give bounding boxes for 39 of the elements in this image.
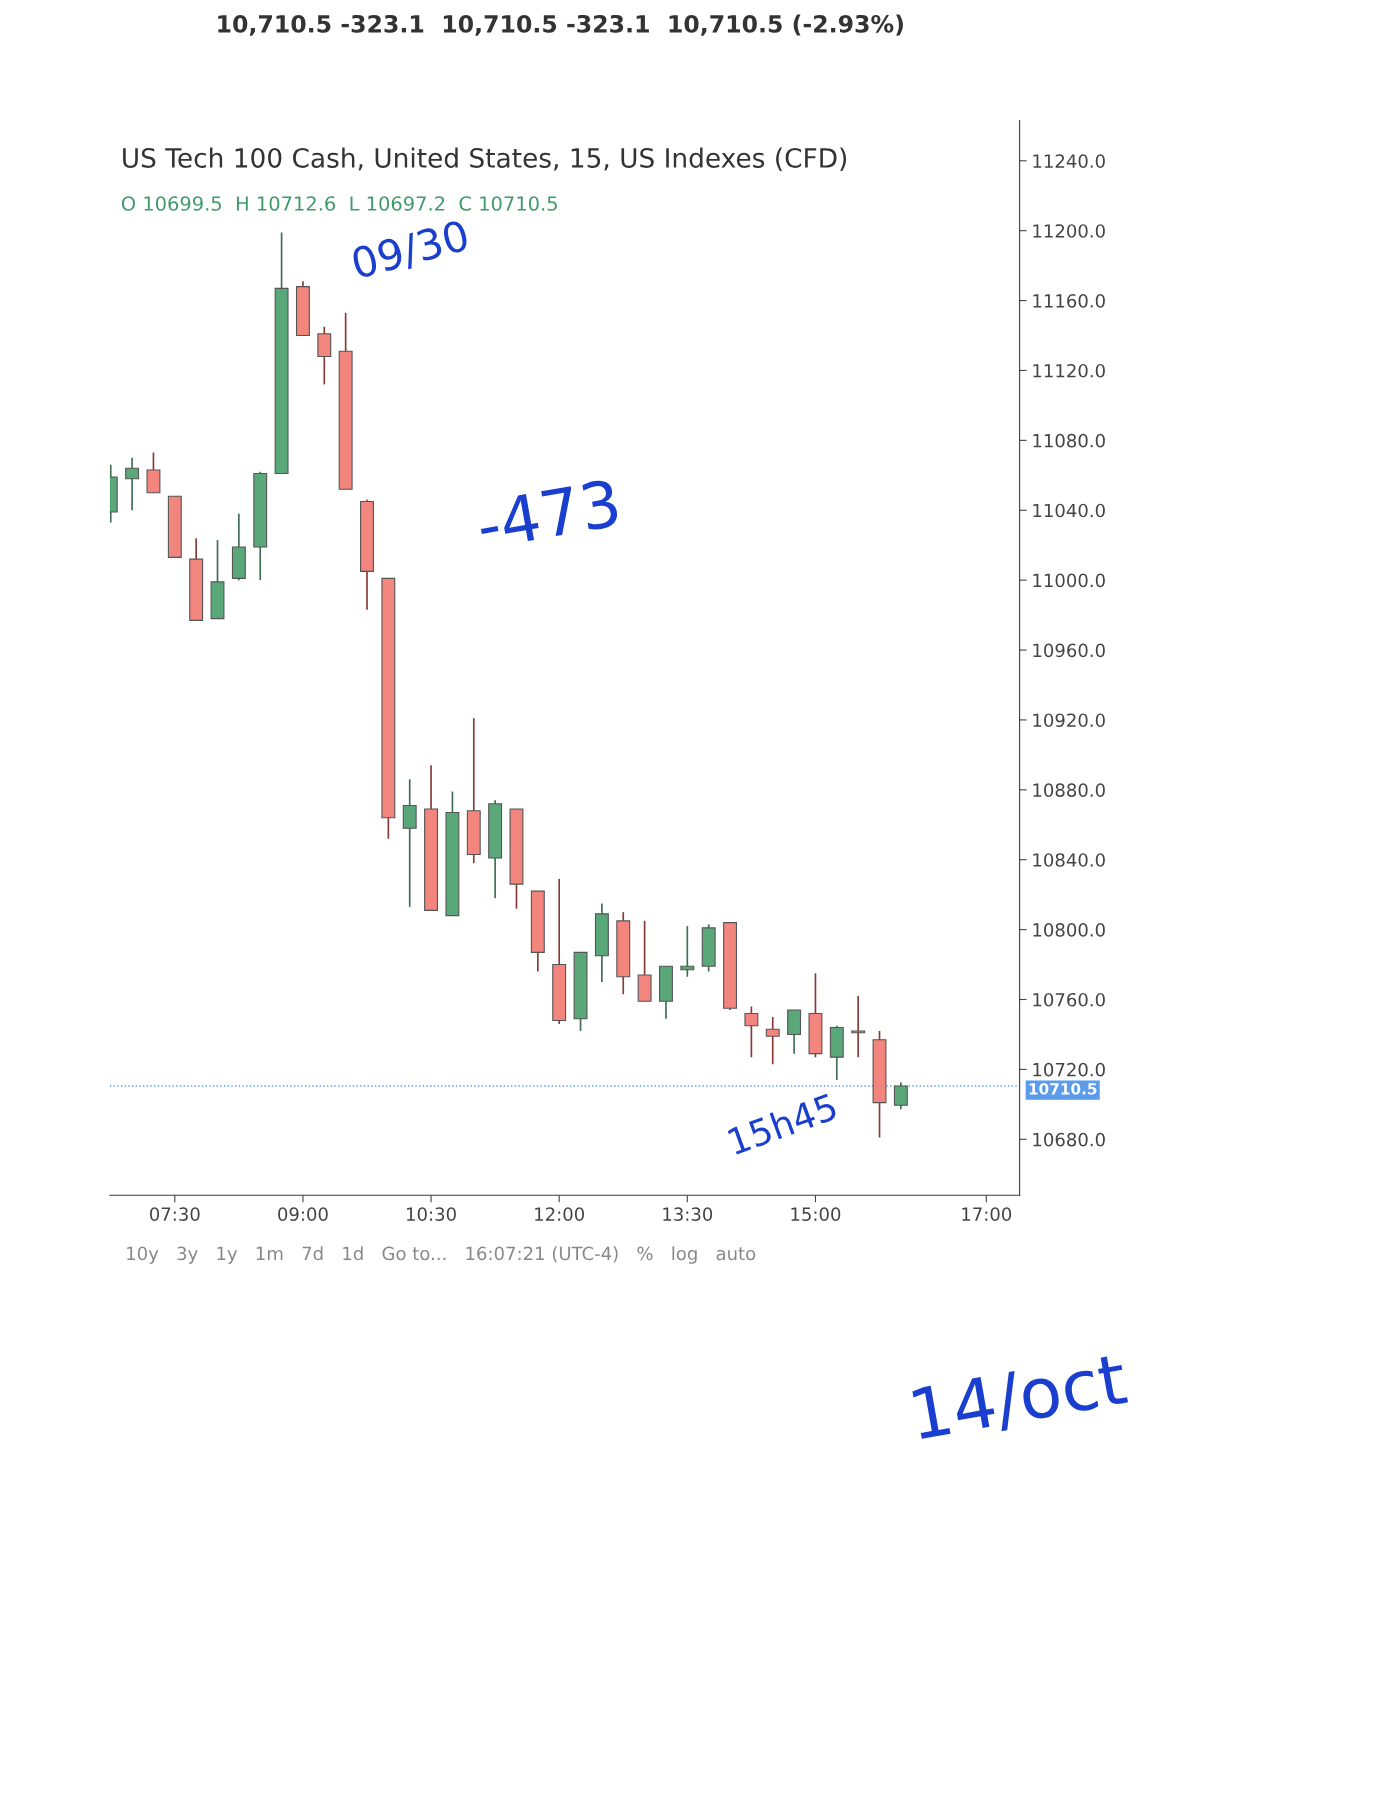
y-tick-label: 10840.0 xyxy=(1033,853,1105,867)
candlestick xyxy=(146,451,161,494)
text: 10y 3y 1y 1m 7d 1d Go to... 16:07:21 (UTC-4) % log auto xyxy=(127,1246,756,1264)
annotation: 09/30 xyxy=(350,219,471,283)
candlestick xyxy=(402,778,417,908)
candlestick xyxy=(317,325,332,386)
ref-line-label: 10710.5 xyxy=(1029,1083,1097,1095)
y-tick-label: 11040.0 xyxy=(1033,503,1105,518)
y-tick-label: 10960.0 xyxy=(1033,643,1105,658)
x-tick-label: 15:00 xyxy=(791,1207,841,1221)
y-tick-label: 11120.0 xyxy=(1033,363,1105,378)
x-tick-label: 07:30 xyxy=(149,1207,200,1221)
candlestick xyxy=(851,995,866,1058)
y-tick-label: 11080.0 xyxy=(1033,433,1105,448)
text: O 10699.5 H 10712.6 L 10697.2 C 10710.5 xyxy=(121,196,557,211)
y-tick-label: 10800.0 xyxy=(1033,923,1105,937)
y-tick-label: 11000.0 xyxy=(1033,573,1105,588)
y-tick-label: 10680.0 xyxy=(1033,1132,1105,1147)
y-tick-label: 10720.0 xyxy=(1033,1062,1105,1077)
text: US Tech 100 Cash, United States, 15, US Indexes (CFD) xyxy=(123,147,847,171)
annotation: 15h45 xyxy=(727,1092,838,1156)
candlestick xyxy=(125,456,140,512)
x-tick-label: 12:00 xyxy=(535,1207,585,1221)
y-tick-label: 11240.0 xyxy=(1033,154,1105,168)
text: 14/oct xyxy=(912,1352,1130,1446)
candlestick xyxy=(893,1081,908,1111)
text: 10,710.5 -323.1 10,710.5 -323.1 10,710.5 (-2.93%) xyxy=(218,14,903,36)
y-tick-label: 11160.0 xyxy=(1033,294,1105,308)
y-tick-label: 11200.0 xyxy=(1033,224,1105,238)
x-tick-label: 09:00 xyxy=(278,1207,328,1221)
x-tick-label: 13:30 xyxy=(663,1207,713,1221)
candlestick xyxy=(765,1016,780,1065)
x-tick-label: 17:00 xyxy=(962,1207,1012,1221)
x-tick-label: 10:30 xyxy=(407,1207,456,1221)
y-tick-label: 10880.0 xyxy=(1033,783,1105,797)
annotation: -473 xyxy=(476,478,620,550)
y-tick-label: 10760.0 xyxy=(1033,992,1105,1007)
y-tick-label: 10920.0 xyxy=(1033,713,1105,728)
candlestick xyxy=(744,1005,759,1058)
